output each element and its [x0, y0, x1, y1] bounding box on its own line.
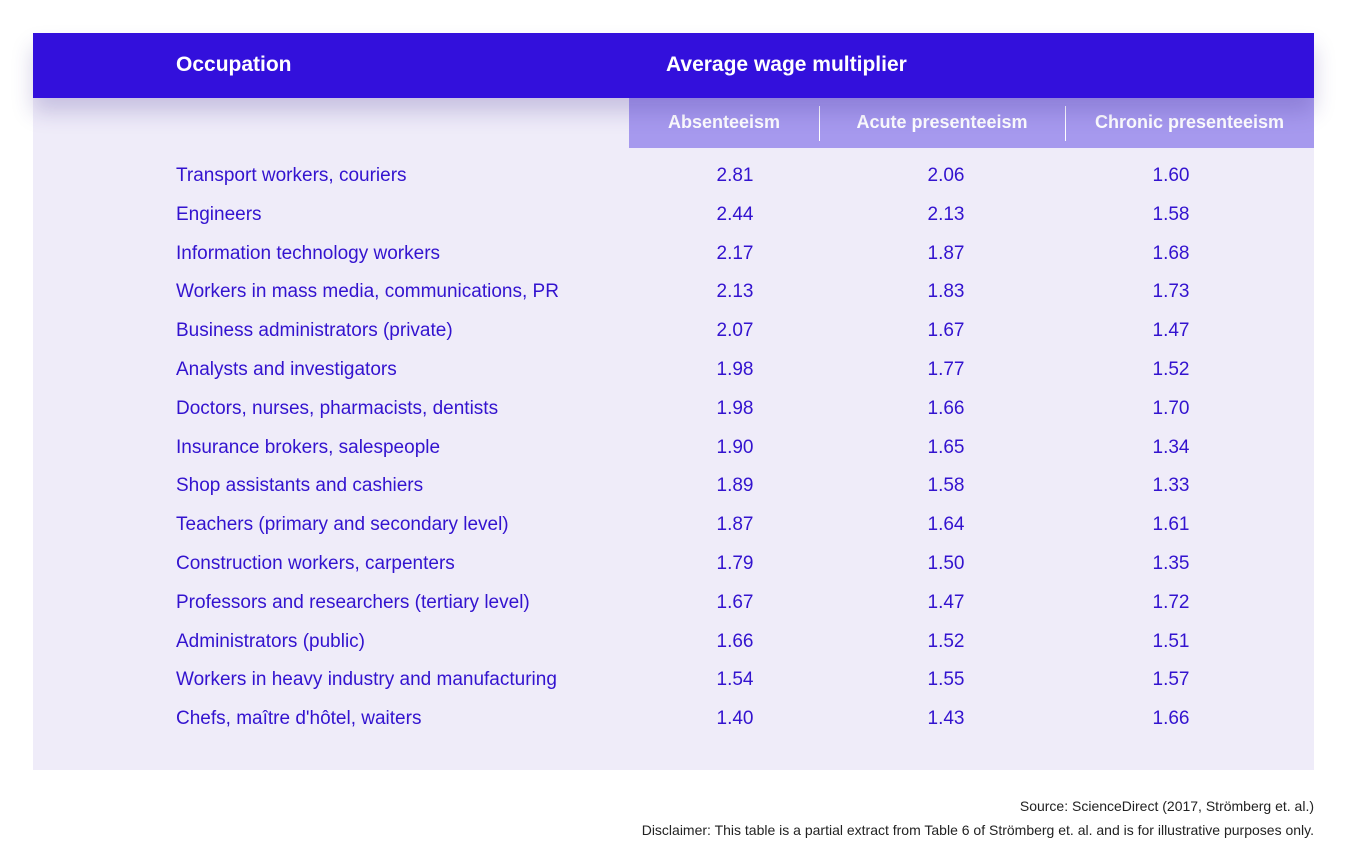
absenteeism-column-header: Absenteeism — [667, 112, 781, 132]
occupation-cell: Shop assistants and cashiers — [176, 475, 424, 497]
occupation-cell: Chefs, maître d'hôtel, waiters — [176, 708, 422, 730]
chronic-presenteeism-value: 1.34 — [1152, 436, 1190, 458]
absenteeism-value: 1.79 — [716, 552, 754, 574]
absenteeism-value: 1.98 — [716, 358, 754, 380]
chronic-presenteeism-value: 1.33 — [1152, 475, 1190, 497]
table-row: Administrators (public) 1.66 1.52 1.51 — [0, 623, 1346, 662]
table-row: Shop assistants and cashiers 1.89 1.58 1.33 — [0, 467, 1346, 506]
chronic-presenteeism-value: 1.72 — [1152, 591, 1190, 613]
absenteeism-value: 1.98 — [716, 397, 754, 419]
table-row: Transport workers, couriers 2.81 2.06 1.60 — [0, 157, 1346, 196]
source-note: Source: ScienceDirect (2017, Strömberg e… — [1019, 798, 1314, 814]
occupation-cell: Engineers — [176, 203, 262, 225]
disclaimer-note: Disclaimer: This table is a partial extr… — [641, 822, 1314, 838]
chronic-presenteeism-value: 1.70 — [1152, 397, 1190, 419]
table-row: Workers in mass media, communications, P… — [0, 273, 1346, 312]
chronic-presenteeism-value: 1.61 — [1152, 514, 1190, 536]
occupation-cell: Information technology workers — [176, 242, 441, 264]
table-body: Transport workers, couriers 2.81 2.06 1.60 E… — [0, 157, 1346, 739]
wage-multiplier-group-header: Average wage multiplier — [666, 53, 907, 76]
absenteeism-value: 1.90 — [716, 436, 754, 458]
table-row: Chefs, maître d'hôtel, waiters 1.40 1.43 1.… — [0, 700, 1346, 739]
occupation-cell: Administrators (public) — [176, 630, 365, 652]
table-row: Business administrators (private) 2.07 1.6… — [0, 312, 1346, 351]
acute-presenteeism-value: 2.06 — [927, 165, 965, 186]
acute-presenteeism-value: 1.43 — [927, 708, 965, 730]
table-row: Analysts and investigators 1.98 1.77 1.52 — [0, 351, 1346, 390]
column-divider — [1065, 106, 1066, 141]
acute-presenteeism-value: 1.58 — [927, 475, 965, 497]
absenteeism-value: 1.54 — [716, 669, 754, 691]
chronic-presenteeism-value: 1.60 — [1152, 165, 1190, 186]
table-row: Professors and researchers (tertiary lev… — [0, 584, 1346, 623]
table-row: Workers in heavy industry and manufactur… — [0, 661, 1346, 700]
chronic-presenteeism-column-header: Chronic presenteeism — [1094, 112, 1285, 132]
absenteeism-value: 2.17 — [716, 242, 754, 264]
occupation-cell: Construction workers, carpenters — [176, 552, 455, 574]
absenteeism-value: 1.89 — [716, 475, 754, 497]
chronic-presenteeism-value: 1.68 — [1152, 242, 1190, 264]
acute-presenteeism-value: 2.13 — [927, 203, 965, 225]
occupation-cell: Analysts and investigators — [176, 358, 397, 380]
column-divider — [819, 106, 820, 141]
occupation-column-header: Occupation — [176, 53, 292, 76]
acute-presenteeism-value: 1.67 — [927, 320, 965, 342]
occupation-cell: Transport workers, couriers — [176, 165, 407, 186]
absenteeism-value: 1.40 — [716, 708, 754, 730]
occupation-cell: Workers in mass media, communications, P… — [176, 281, 559, 303]
absenteeism-value: 2.44 — [716, 203, 754, 225]
table-subheader: Absenteeism Acute presenteeism Chronic p… — [629, 98, 1314, 148]
chronic-presenteeism-value: 1.73 — [1152, 281, 1190, 303]
chronic-presenteeism-value: 1.35 — [1152, 552, 1190, 574]
absenteeism-value: 1.67 — [716, 591, 754, 613]
chronic-presenteeism-value: 1.58 — [1152, 203, 1190, 225]
table-row: Teachers (primary and secondary level) 1.… — [0, 506, 1346, 545]
occupation-cell: Business administrators (private) — [176, 320, 453, 342]
table-row: Engineers 2.44 2.13 1.58 — [0, 196, 1346, 235]
occupation-cell: Insurance brokers, salespeople — [176, 436, 441, 458]
occupation-cell: Teachers (primary and secondary level) — [176, 514, 509, 536]
acute-presenteeism-value: 1.50 — [927, 552, 965, 574]
acute-presenteeism-value: 1.65 — [927, 436, 965, 458]
occupation-cell: Professors and researchers (tertiary lev… — [176, 591, 530, 613]
acute-presenteeism-value: 1.64 — [927, 514, 965, 536]
table-row: Construction workers, carpenters 1.79 1.50… — [0, 545, 1346, 584]
table-row: Information technology workers 2.17 1.87 1.… — [0, 235, 1346, 274]
acute-presenteeism-value: 1.52 — [927, 630, 965, 652]
acute-presenteeism-value: 1.77 — [927, 358, 965, 380]
chronic-presenteeism-value: 1.51 — [1152, 630, 1190, 652]
acute-presenteeism-column-header: Acute presenteeism — [856, 112, 1028, 132]
table-header: Occupation Average wage multiplier — [33, 33, 1314, 98]
occupation-cell: Workers in heavy industry and manufactur… — [176, 669, 557, 691]
acute-presenteeism-value: 1.47 — [927, 591, 965, 613]
chronic-presenteeism-value: 1.52 — [1152, 358, 1190, 380]
acute-presenteeism-value: 1.66 — [927, 397, 965, 419]
acute-presenteeism-value: 1.55 — [927, 669, 965, 691]
chronic-presenteeism-value: 1.66 — [1152, 708, 1190, 730]
chronic-presenteeism-value: 1.57 — [1152, 669, 1190, 691]
table-panel — [33, 33, 1314, 770]
acute-presenteeism-value: 1.83 — [927, 281, 965, 303]
absenteeism-value: 2.13 — [716, 281, 754, 303]
absenteeism-value: 2.81 — [716, 165, 754, 186]
table-row: Doctors, nurses, pharmacists, dentists 1.… — [0, 390, 1346, 429]
table-row: Insurance brokers, salespeople 1.90 1.65 1.… — [0, 429, 1346, 468]
chronic-presenteeism-value: 1.47 — [1152, 320, 1190, 342]
occupation-cell: Doctors, nurses, pharmacists, dentists — [176, 397, 499, 419]
absenteeism-value: 1.87 — [716, 514, 754, 536]
absenteeism-value: 2.07 — [716, 320, 754, 342]
absenteeism-value: 1.66 — [716, 630, 754, 652]
acute-presenteeism-value: 1.87 — [927, 242, 965, 264]
